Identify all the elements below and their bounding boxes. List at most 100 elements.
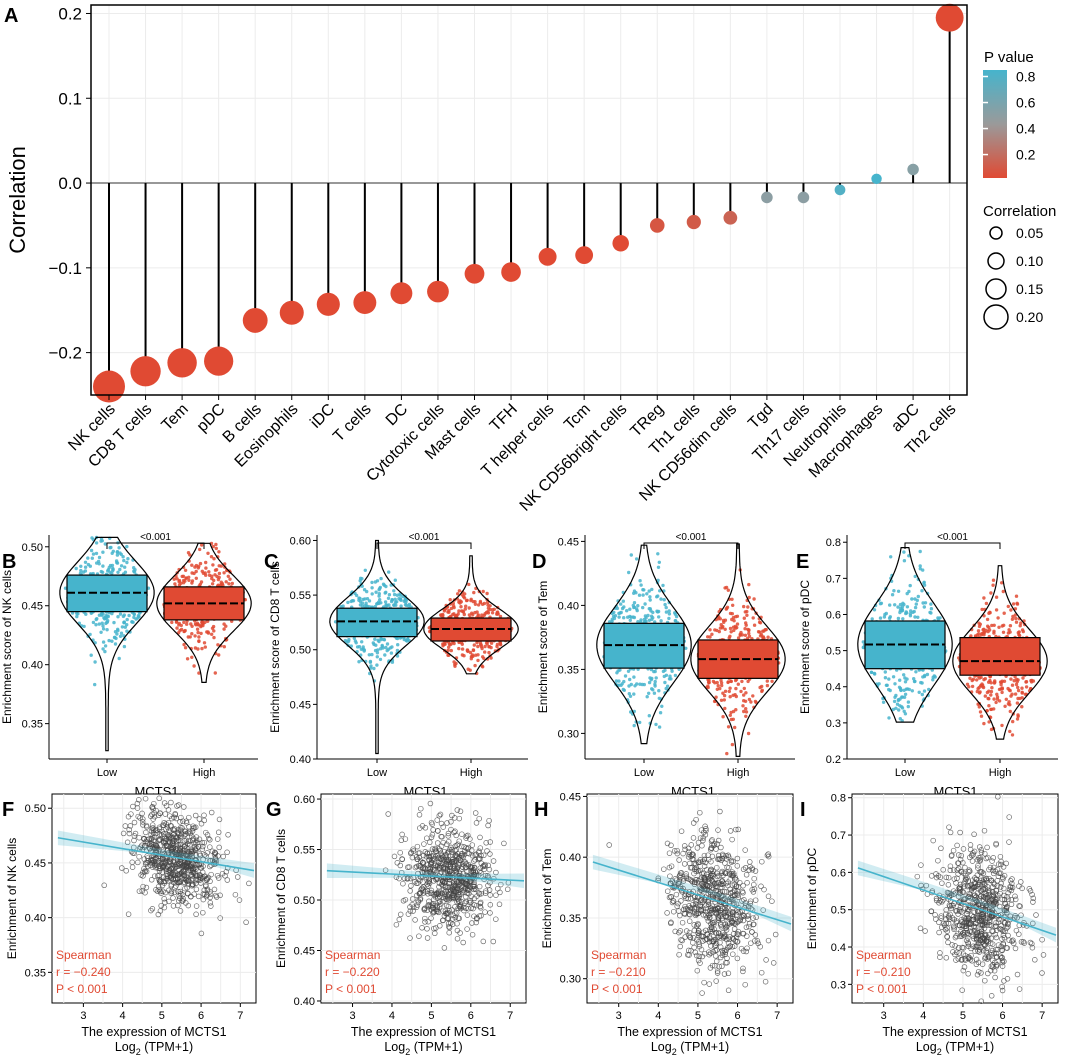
jitter-point	[361, 645, 365, 649]
scatter-point	[437, 863, 444, 869]
jitter-point	[453, 664, 457, 668]
jitter-point	[645, 592, 649, 596]
scatter-point	[183, 820, 190, 826]
jitter-point	[752, 623, 757, 627]
scatter-point	[224, 877, 231, 883]
jitter-point	[370, 652, 374, 657]
y-tick-label: 0.40	[22, 660, 43, 672]
jitter-point	[657, 725, 662, 729]
jitter-point	[1003, 704, 1007, 708]
y-tick-label: 0.50	[25, 803, 46, 815]
jitter-point	[626, 669, 631, 673]
panel-label-h: H	[534, 799, 548, 821]
violin-outline	[423, 555, 519, 675]
jitter-point	[861, 640, 865, 644]
legend-pvalue-title: P value	[984, 49, 1034, 66]
jitter-point	[979, 684, 983, 688]
jitter-point	[86, 556, 90, 560]
scatter-point	[181, 804, 187, 810]
jitter-point	[103, 542, 108, 546]
jitter-point	[766, 635, 770, 639]
jitter-point	[1014, 616, 1018, 621]
jitter-point	[446, 648, 450, 652]
scatter-point	[429, 821, 435, 827]
jitter-point	[79, 564, 83, 568]
jitter-point	[639, 620, 643, 624]
jitter-point	[495, 612, 499, 616]
jitter-point	[467, 606, 471, 610]
scatter-point	[421, 865, 428, 871]
jitter-point	[970, 684, 975, 689]
jitter-point	[927, 687, 931, 692]
scatter-point	[208, 903, 214, 909]
scatter-point	[193, 886, 200, 893]
x-axis-unit-tpm: (TPM+1)	[141, 1040, 193, 1054]
jitter-point	[722, 693, 727, 698]
jitter-point	[199, 580, 204, 584]
jitter-point	[473, 610, 477, 615]
significance-label: <0.001	[676, 532, 707, 543]
scatter-point	[177, 895, 183, 902]
jitter-point	[633, 684, 637, 688]
scatter-point	[173, 815, 180, 822]
scatter-point	[200, 843, 206, 850]
jitter-point	[650, 587, 654, 592]
scatter-point	[465, 905, 472, 912]
scatter-point	[431, 896, 437, 903]
jitter-point	[906, 704, 910, 709]
scatter-point	[181, 868, 187, 875]
scatter-point	[445, 833, 451, 839]
jitter-point	[119, 631, 124, 635]
scatter-point	[471, 902, 478, 908]
jitter-point	[467, 613, 472, 617]
jitter-point	[742, 709, 746, 714]
jitter-point	[1015, 677, 1019, 682]
scatter-point	[416, 933, 422, 939]
jitter-point	[728, 686, 732, 690]
jitter-point	[63, 586, 68, 590]
jitter-point	[722, 698, 726, 702]
jitter-point	[473, 602, 478, 606]
jitter-point	[646, 613, 650, 618]
jitter-point	[634, 557, 639, 561]
lollipop-dot	[427, 280, 449, 303]
jitter-point	[360, 601, 365, 605]
scatter-point	[419, 869, 425, 875]
jitter-point	[899, 688, 903, 693]
scatter-point	[397, 911, 404, 918]
jitter-point	[125, 623, 129, 627]
jitter-point	[892, 699, 897, 704]
scatter-point	[243, 919, 249, 926]
jitter-point	[992, 697, 996, 701]
scatter-point	[176, 878, 183, 885]
jitter-point	[869, 670, 874, 674]
jitter-point	[735, 625, 739, 630]
scatter-point	[444, 820, 450, 826]
jitter-point	[376, 638, 380, 642]
scatter-point	[180, 896, 186, 902]
jitter-point	[743, 699, 748, 703]
jitter-point	[136, 614, 141, 618]
scatter-point	[224, 849, 230, 856]
jitter-point	[614, 679, 619, 683]
jitter-point	[476, 614, 480, 618]
scatter-point	[493, 869, 499, 876]
jitter-point	[994, 595, 999, 599]
jitter-point	[617, 611, 621, 616]
jitter-point	[90, 556, 95, 560]
jitter-point	[355, 645, 360, 649]
jitter-point	[656, 578, 660, 582]
lollipop-dot	[316, 292, 340, 316]
scatter-point	[463, 905, 469, 912]
scatter-point	[464, 926, 470, 932]
jitter-point	[894, 706, 898, 710]
jitter-point	[170, 620, 174, 625]
scatter-point	[407, 875, 414, 882]
scatter-point	[476, 815, 482, 822]
y-tick-label: 0.35	[22, 719, 43, 731]
jitter-point	[749, 700, 753, 704]
jitter-point	[657, 689, 661, 693]
jitter-point	[217, 564, 221, 568]
jitter-point	[730, 742, 735, 747]
